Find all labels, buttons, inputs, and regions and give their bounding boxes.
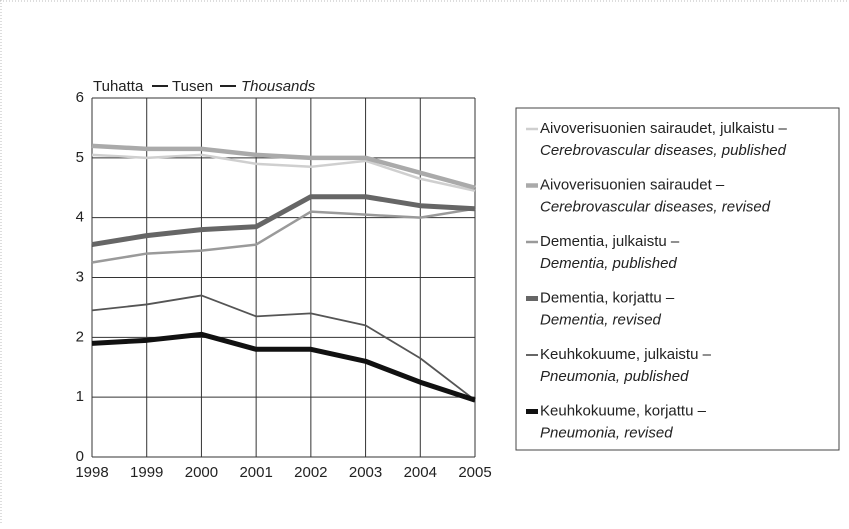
x-tick-label: 1998 [75,464,108,481]
y-tick-label: 4 [76,209,84,226]
x-tick-label: 2000 [185,464,218,481]
y-tick-label: 2 [76,328,84,345]
x-tick-label: 2001 [239,464,272,481]
x-tick-label: 1999 [130,464,163,481]
x-tick-label: 2003 [349,464,382,481]
x-tick-label: 2002 [294,464,327,481]
y-tick-label: 1 [76,388,84,405]
legend-label: Dementia, korjattu – [540,289,675,306]
legend-label-en: Cerebrovascular diseases, revised [540,198,771,215]
series-line [91,294,476,401]
y-label: Tusen [172,78,213,95]
legend-label: Aivoverisuonien sairaudet – [540,176,725,193]
legend-label-en: Dementia, revised [540,311,662,328]
legend-label-en: Cerebrovascular diseases, published [540,142,787,159]
legend-box [515,107,840,451]
y-label: Tuhatta [93,78,144,95]
legend-label: Keuhkokuume, korjattu – [540,402,707,419]
y-tick-label: 5 [76,149,84,166]
y-tick-label: 6 [76,89,84,106]
x-tick-label: 2005 [458,464,491,481]
y-tick-label: 0 [76,448,84,465]
series-line [91,153,476,192]
legend-label-en: Pneumonia, revised [540,424,673,441]
legend-label: Keuhkokuume, julkaistu – [540,346,712,363]
series-line [91,143,476,190]
series-line [91,194,476,248]
series-line [91,207,476,264]
series-line [91,331,476,403]
legend-label: Dementia, julkaistu – [540,233,680,250]
legend-label: Aivoverisuonien sairaudet, julkaistu – [540,120,787,137]
legend-label-en: Dementia, published [540,255,677,272]
legend-label-en: Pneumonia, published [540,368,689,385]
x-tick-label: 2004 [404,464,437,481]
y-tick-label: 3 [76,268,84,285]
y-label: Thousands [241,78,316,95]
